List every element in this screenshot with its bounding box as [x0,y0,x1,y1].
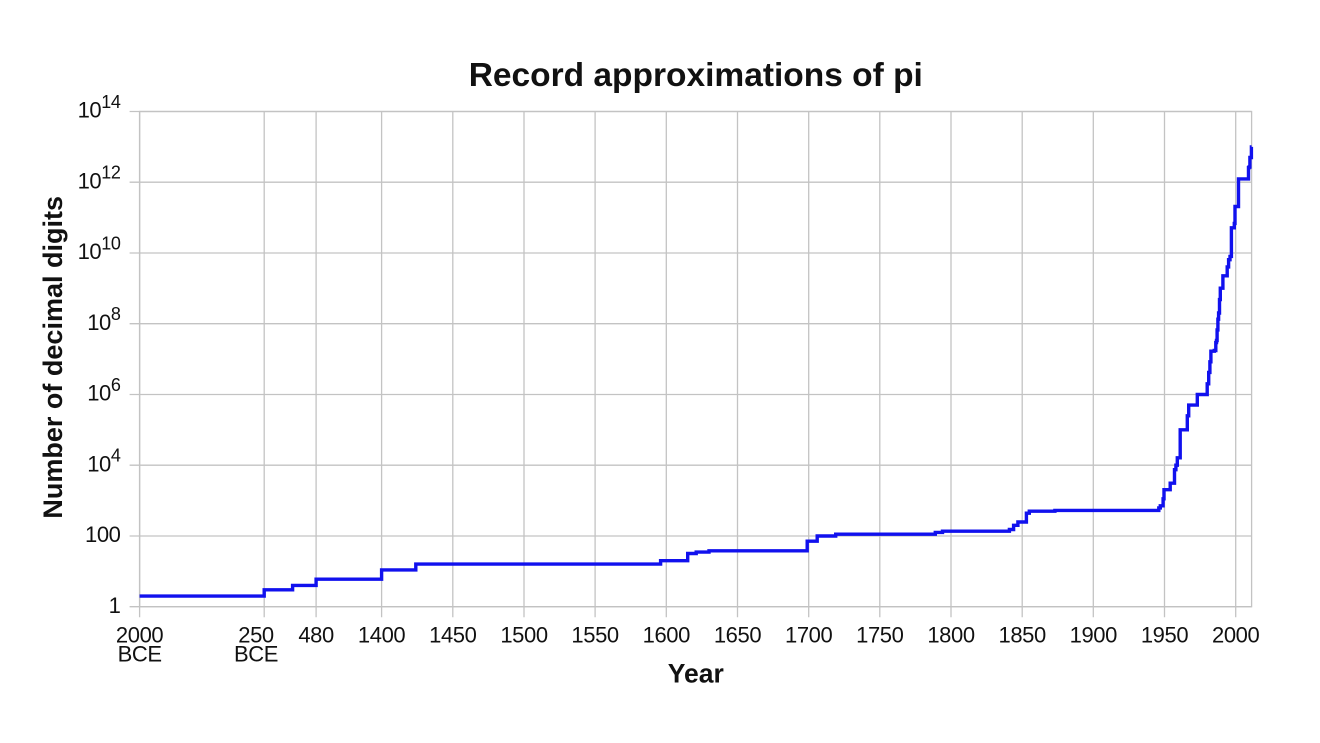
svg-text:1500: 1500 [500,623,548,648]
svg-text:BCE: BCE [234,642,278,667]
svg-text:1800: 1800 [927,623,975,648]
svg-text:2000: 2000 [116,623,164,648]
svg-text:480: 480 [298,623,334,648]
svg-text:1750: 1750 [856,623,904,648]
svg-text:1600: 1600 [643,623,691,648]
svg-text:Number of decimal digits: Number of decimal digits [38,196,68,519]
svg-text:1950: 1950 [1141,623,1189,648]
svg-text:1012: 1012 [78,163,121,194]
svg-text:1850: 1850 [999,623,1047,648]
svg-text:100: 100 [85,522,121,547]
svg-text:2000: 2000 [1212,623,1260,648]
svg-text:1010: 1010 [78,234,121,265]
svg-text:BCE: BCE [118,642,162,667]
svg-text:250: 250 [238,623,274,648]
svg-text:1650: 1650 [714,623,762,648]
svg-text:Record approximations of pi: Record approximations of pi [469,57,923,94]
svg-text:1450: 1450 [429,623,477,648]
svg-text:1400: 1400 [358,623,406,648]
svg-text:1700: 1700 [785,623,833,648]
svg-text:1550: 1550 [571,623,619,648]
svg-text:1: 1 [109,593,121,618]
svg-text:1900: 1900 [1070,623,1118,648]
svg-text:Year: Year [668,658,724,688]
